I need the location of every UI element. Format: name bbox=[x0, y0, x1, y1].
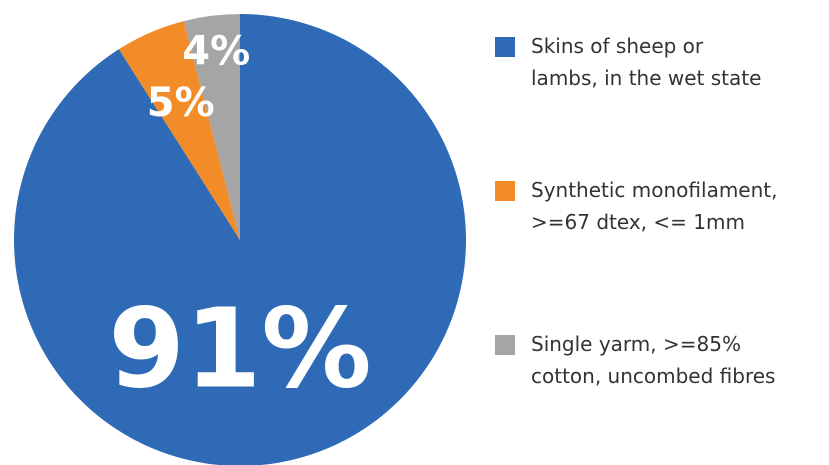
legend-label: Synthetic monofilament, >=67 dtex, <= 1m… bbox=[531, 178, 778, 234]
slice-label: 4% bbox=[182, 29, 250, 75]
legend-swatch bbox=[495, 335, 515, 355]
pie-slice bbox=[14, 14, 466, 465]
legend-item: Synthetic monofilament, >=67 dtex, <= 1m… bbox=[495, 178, 777, 238]
legend-label: Single yarm, >=85% cotton, uncombed fibr… bbox=[531, 332, 776, 388]
slice-label: 91% bbox=[108, 285, 371, 413]
slice-label: 5% bbox=[147, 80, 215, 126]
legend-label: Skins of sheep or lambs, in the wet stat… bbox=[531, 34, 762, 90]
legend-swatch bbox=[495, 181, 515, 201]
legend-item: Single yarm, >=85% cotton, uncombed fibr… bbox=[495, 332, 775, 392]
chart: 91% 5% 4% bbox=[14, 14, 466, 465]
pie-slice bbox=[183, 14, 240, 240]
legend-item: Skins of sheep or lambs, in the wet stat… bbox=[495, 34, 761, 94]
pie-slice bbox=[118, 21, 240, 241]
legend-swatch bbox=[495, 37, 515, 57]
